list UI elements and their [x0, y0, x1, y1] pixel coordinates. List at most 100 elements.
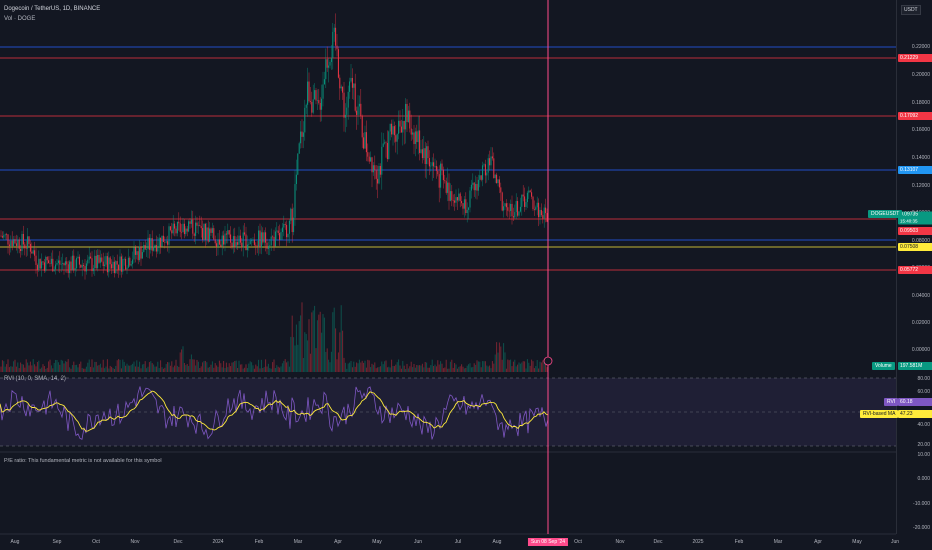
candle-body [83, 265, 85, 267]
candle-body [141, 252, 143, 259]
volume-bar [361, 360, 363, 372]
candle-body [466, 209, 468, 213]
candle-body [522, 194, 524, 197]
candle-body [84, 266, 86, 272]
candle-body [273, 236, 275, 247]
candle-body [46, 256, 48, 261]
volume-bar [6, 364, 8, 372]
candle-body [379, 165, 381, 175]
candle-body [508, 210, 510, 212]
time-axis-label: Nov [615, 539, 625, 545]
candle-body [281, 227, 283, 232]
volume-bar [545, 362, 547, 372]
volume-bar [332, 312, 334, 372]
volume-bar [517, 364, 519, 372]
volume-bar [349, 362, 351, 372]
candle-body [346, 107, 348, 115]
volume-bar [405, 368, 407, 372]
volume-bar [235, 360, 237, 372]
candle-body [139, 246, 141, 261]
candle-body [122, 259, 124, 272]
volume-bar [123, 361, 125, 372]
candle-body [472, 182, 474, 185]
volume-bar [435, 366, 437, 372]
candle-body [80, 264, 82, 268]
volume-bar [309, 353, 311, 372]
volume-bar [150, 361, 152, 372]
volume-bar [497, 352, 499, 372]
candle-body [239, 235, 241, 243]
volume-bar [440, 361, 442, 372]
volume-bar [406, 363, 408, 372]
candle-body [430, 165, 432, 167]
volume-bar [531, 359, 533, 372]
volume-bar [413, 363, 415, 372]
volume-bar [57, 362, 59, 372]
volume-bar [300, 315, 302, 372]
volume-bar [399, 365, 401, 372]
price-axis[interactable]: USDT 0.22000 0.20000 0.18000 0.16000 0.14000… [896, 0, 932, 534]
price-chart-canvas[interactable] [0, 0, 896, 550]
candle-body [220, 244, 222, 247]
candle-body [406, 103, 408, 122]
candle-body [465, 199, 467, 213]
volume-bar [444, 367, 446, 372]
candle-body [357, 106, 359, 115]
volume-bar [304, 332, 306, 372]
candle-body [304, 107, 306, 133]
candle-body [88, 256, 90, 260]
candle-body [330, 57, 332, 62]
candle-body [470, 184, 472, 191]
volume-bar [60, 359, 62, 372]
volume-bar [67, 359, 69, 372]
volume-bar [91, 359, 93, 372]
price-tick-label: 0.08000 [911, 238, 930, 244]
candle-body [67, 264, 69, 274]
volume-bar [69, 367, 71, 372]
volume-bar [469, 363, 471, 372]
candle-body [181, 231, 183, 233]
volume-bar [11, 366, 13, 372]
volume-bar [248, 363, 250, 372]
volume-bar [204, 360, 206, 372]
candlestick-series [0, 13, 548, 280]
candle-body [412, 132, 414, 135]
candle-body [368, 156, 370, 162]
volume-bar [52, 368, 54, 372]
candle-body [154, 245, 156, 247]
candle-body [182, 223, 184, 233]
symbol-title[interactable]: Dogecoin / TetherUS, 1D, BINANCE [4, 6, 101, 12]
candle-body [539, 209, 541, 218]
volume-bar [490, 368, 492, 372]
volume-bar [232, 362, 234, 372]
volume-bar [503, 343, 505, 372]
volume-bar [238, 360, 240, 372]
candle-body [545, 207, 547, 214]
candle-body [127, 257, 129, 268]
volume-bar [347, 363, 349, 372]
volume-bar [325, 351, 327, 372]
volume-bar [146, 368, 148, 372]
candle-body [325, 59, 327, 80]
volume-bar [442, 368, 444, 372]
rvi-tick-label: -10.000 [913, 501, 930, 507]
candle-body [519, 206, 521, 212]
candle-body [301, 131, 303, 137]
candle-body [344, 114, 346, 118]
currency-unit-button[interactable]: USDT [901, 5, 921, 15]
rvi-legend[interactable]: RVI (10, 0, SMA, 14, 2) [4, 376, 66, 382]
volume-bar [398, 359, 400, 372]
candle-body [126, 267, 128, 270]
candle-body [48, 260, 50, 264]
volume-legend[interactable]: Vol · DOGE [4, 16, 36, 22]
volume-bar [284, 359, 286, 372]
candle-body [483, 164, 485, 166]
time-axis-label: Jun [890, 539, 900, 545]
candle-body [246, 244, 248, 251]
volume-bar [169, 365, 171, 372]
volume-bar [1, 360, 3, 372]
volume-bar [85, 366, 87, 372]
candle-body [375, 170, 377, 179]
candle-body [347, 91, 349, 108]
volume-bar [456, 368, 458, 372]
